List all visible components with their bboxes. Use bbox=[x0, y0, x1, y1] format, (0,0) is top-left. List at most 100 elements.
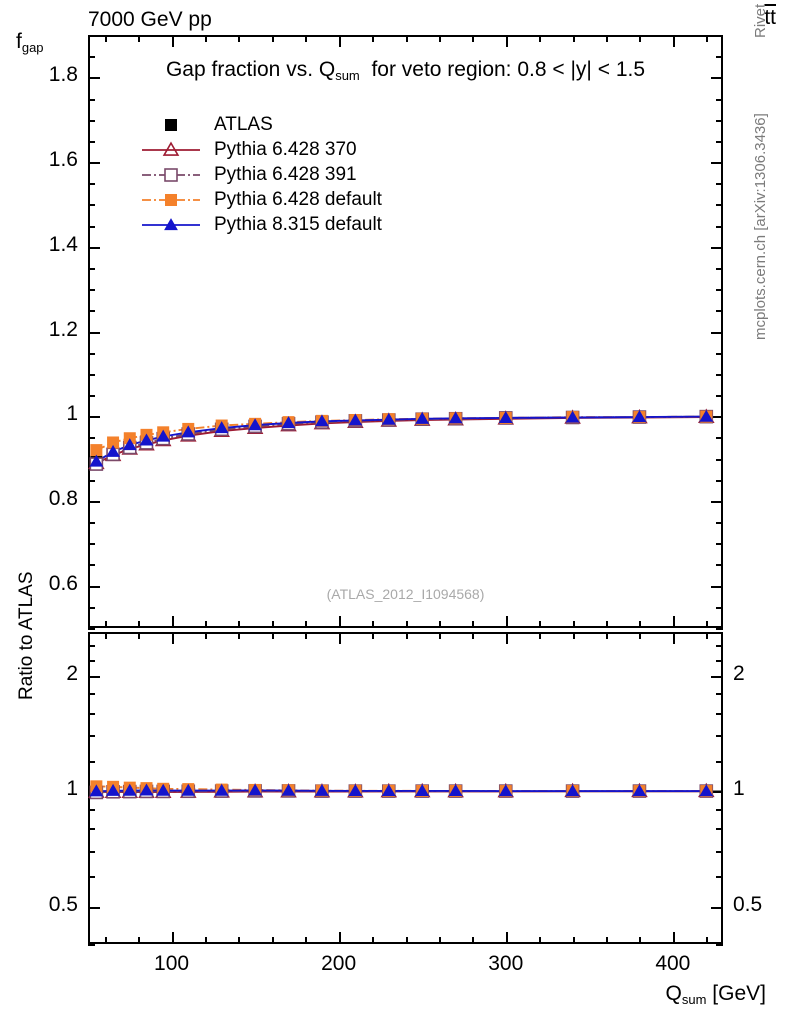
x-axis-title-unit: [GeV] bbox=[712, 982, 766, 1005]
marker-triangle-filled bbox=[164, 217, 178, 230]
marker-triangle-filled bbox=[699, 409, 714, 422]
marker-triangle-filled bbox=[122, 783, 137, 796]
legend-key bbox=[140, 139, 202, 161]
legend-key bbox=[140, 214, 202, 236]
marker-triangle-filled bbox=[248, 783, 263, 796]
marker-triangle-filled bbox=[315, 783, 329, 796]
marker-triangle-filled bbox=[498, 411, 513, 424]
marker-triangle-filled bbox=[381, 784, 396, 797]
plot-title: Gap fraction vs. Qsum for veto region: 0… bbox=[88, 58, 723, 83]
main-data-layer bbox=[88, 408, 715, 471]
marker-triangle-filled bbox=[415, 784, 430, 797]
marker-triangle-filled bbox=[348, 413, 363, 426]
beam-energy-label: 7000 GeV pp bbox=[88, 8, 212, 31]
overline-decoration bbox=[764, 4, 776, 6]
process-text: tt bbox=[764, 6, 776, 29]
x-tick-label: 400 bbox=[655, 952, 691, 975]
x-axis-title-base: Q bbox=[665, 982, 682, 1005]
marker-triangle-open bbox=[162, 140, 180, 156]
y-axis-title-subscript: gap bbox=[21, 40, 44, 55]
legend-label: ATLAS bbox=[214, 113, 273, 135]
legend-key bbox=[140, 114, 202, 136]
legend-key-glyph bbox=[142, 193, 200, 206]
marker-triangle-filled bbox=[281, 783, 296, 796]
legend-item[interactable]: Pythia 6.428 370 bbox=[140, 137, 400, 162]
y-tick-label-main: 1.8 bbox=[48, 63, 78, 87]
axis-tick bbox=[716, 628, 723, 630]
marker-triangle-filled bbox=[248, 418, 263, 431]
marker-triangle-filled bbox=[139, 433, 154, 446]
mcplots-credit-label: mcplots.cern.ch [arXiv:1306.3436] bbox=[752, 113, 769, 340]
marker-triangle-filled bbox=[565, 784, 580, 797]
y-tick-label-ratio: 1 bbox=[66, 777, 78, 801]
legend-item[interactable]: Pythia 8.315 default bbox=[140, 212, 400, 237]
plot-title-part1: Gap fraction vs. Q bbox=[165, 58, 336, 81]
marker-triangle-filled bbox=[139, 783, 154, 796]
marker-square-open bbox=[164, 167, 178, 182]
marker-triangle-filled bbox=[448, 784, 463, 797]
axis-tick bbox=[88, 628, 95, 630]
y-tick-label-main: 0.8 bbox=[48, 486, 78, 510]
marker-triangle-filled bbox=[89, 784, 104, 797]
x-axis-title-subscript: sum bbox=[681, 992, 707, 1007]
x-tick-label: 100 bbox=[154, 952, 190, 975]
legend-key bbox=[140, 189, 202, 211]
marker-triangle-filled bbox=[122, 438, 137, 451]
marker-triangle-filled bbox=[632, 784, 647, 797]
analysis-watermark: (ATLAS_2012_I1094568) bbox=[326, 586, 485, 602]
marker-square-filled bbox=[90, 444, 103, 457]
y-axis-title-ratio: Ratio to ATLAS bbox=[16, 571, 37, 701]
process-label: tt bbox=[764, 4, 776, 30]
marker-triangle-filled bbox=[106, 783, 120, 796]
marker-triangle-filled bbox=[381, 412, 396, 425]
legend-label: Pythia 6.428 370 bbox=[214, 138, 357, 160]
marker-triangle-filled bbox=[315, 414, 329, 427]
marker-triangle-filled bbox=[89, 454, 104, 467]
marker-triangle-filled bbox=[214, 421, 229, 434]
marker-triangle-filled bbox=[181, 783, 196, 796]
y-axis-title-main: fgap bbox=[16, 30, 44, 55]
y-tick-label-main: 1.4 bbox=[48, 232, 78, 256]
legend-label: Pythia 8.315 default bbox=[214, 213, 382, 235]
y-tick-label-main: 1.2 bbox=[48, 317, 78, 341]
y-tick-label-ratio-right: 2 bbox=[733, 661, 745, 685]
axis-tick bbox=[88, 944, 95, 946]
x-axis-title: Qsum [GeV] bbox=[666, 982, 766, 1007]
marker-triangle-filled bbox=[699, 784, 714, 797]
ratio-data-layer bbox=[88, 780, 723, 800]
y-tick-label-main: 1.6 bbox=[48, 148, 78, 172]
rivet-credit-label: Rivet 4.1.0, ≥ 100k events bbox=[752, 0, 769, 38]
y-tick-label-ratio: 0.5 bbox=[48, 892, 78, 916]
marker-triangle-filled bbox=[106, 444, 120, 457]
legend-item[interactable]: Pythia 6.428 default bbox=[140, 187, 400, 212]
legend-label: Pythia 6.428 default bbox=[214, 188, 382, 210]
plot-title-subscript: sum bbox=[335, 68, 360, 83]
y-tick-label-main: 1 bbox=[66, 402, 78, 426]
marker-triangle-filled bbox=[448, 411, 463, 424]
marker-triangle-filled bbox=[415, 411, 430, 424]
x-tick-label: 200 bbox=[321, 952, 357, 975]
x-tick-label: 300 bbox=[488, 952, 524, 975]
y-tick-label-ratio-right: 0.5 bbox=[733, 892, 763, 916]
ratio-plot-panel bbox=[88, 632, 723, 944]
marker-triangle-filled bbox=[565, 410, 580, 423]
legend-key-glyph bbox=[142, 167, 200, 182]
marker-square-filled bbox=[165, 118, 177, 131]
legend-key bbox=[140, 164, 202, 186]
axis-tick bbox=[716, 944, 723, 946]
legend-key-glyph bbox=[165, 118, 177, 131]
legend: ATLAS Pythia 6.428 370 Pythia 6.428 391 Pyt… bbox=[140, 112, 400, 237]
y-tick-label-ratio-right: 1 bbox=[733, 777, 745, 801]
y-axis-title-base: f bbox=[16, 30, 22, 53]
marker-triangle-filled bbox=[632, 410, 647, 423]
legend-item[interactable]: Pythia 6.428 391 bbox=[140, 162, 400, 187]
marker-triangle-filled bbox=[281, 416, 296, 429]
legend-item[interactable]: ATLAS bbox=[140, 112, 400, 137]
marker-square-filled bbox=[107, 436, 120, 449]
legend-key-glyph bbox=[142, 217, 200, 230]
marker-triangle-filled bbox=[181, 425, 196, 438]
marker-triangle-filled bbox=[498, 784, 513, 797]
marker-triangle-filled bbox=[156, 429, 171, 442]
marker-triangle-filled bbox=[214, 783, 229, 796]
legend-label: Pythia 6.428 391 bbox=[214, 163, 357, 185]
